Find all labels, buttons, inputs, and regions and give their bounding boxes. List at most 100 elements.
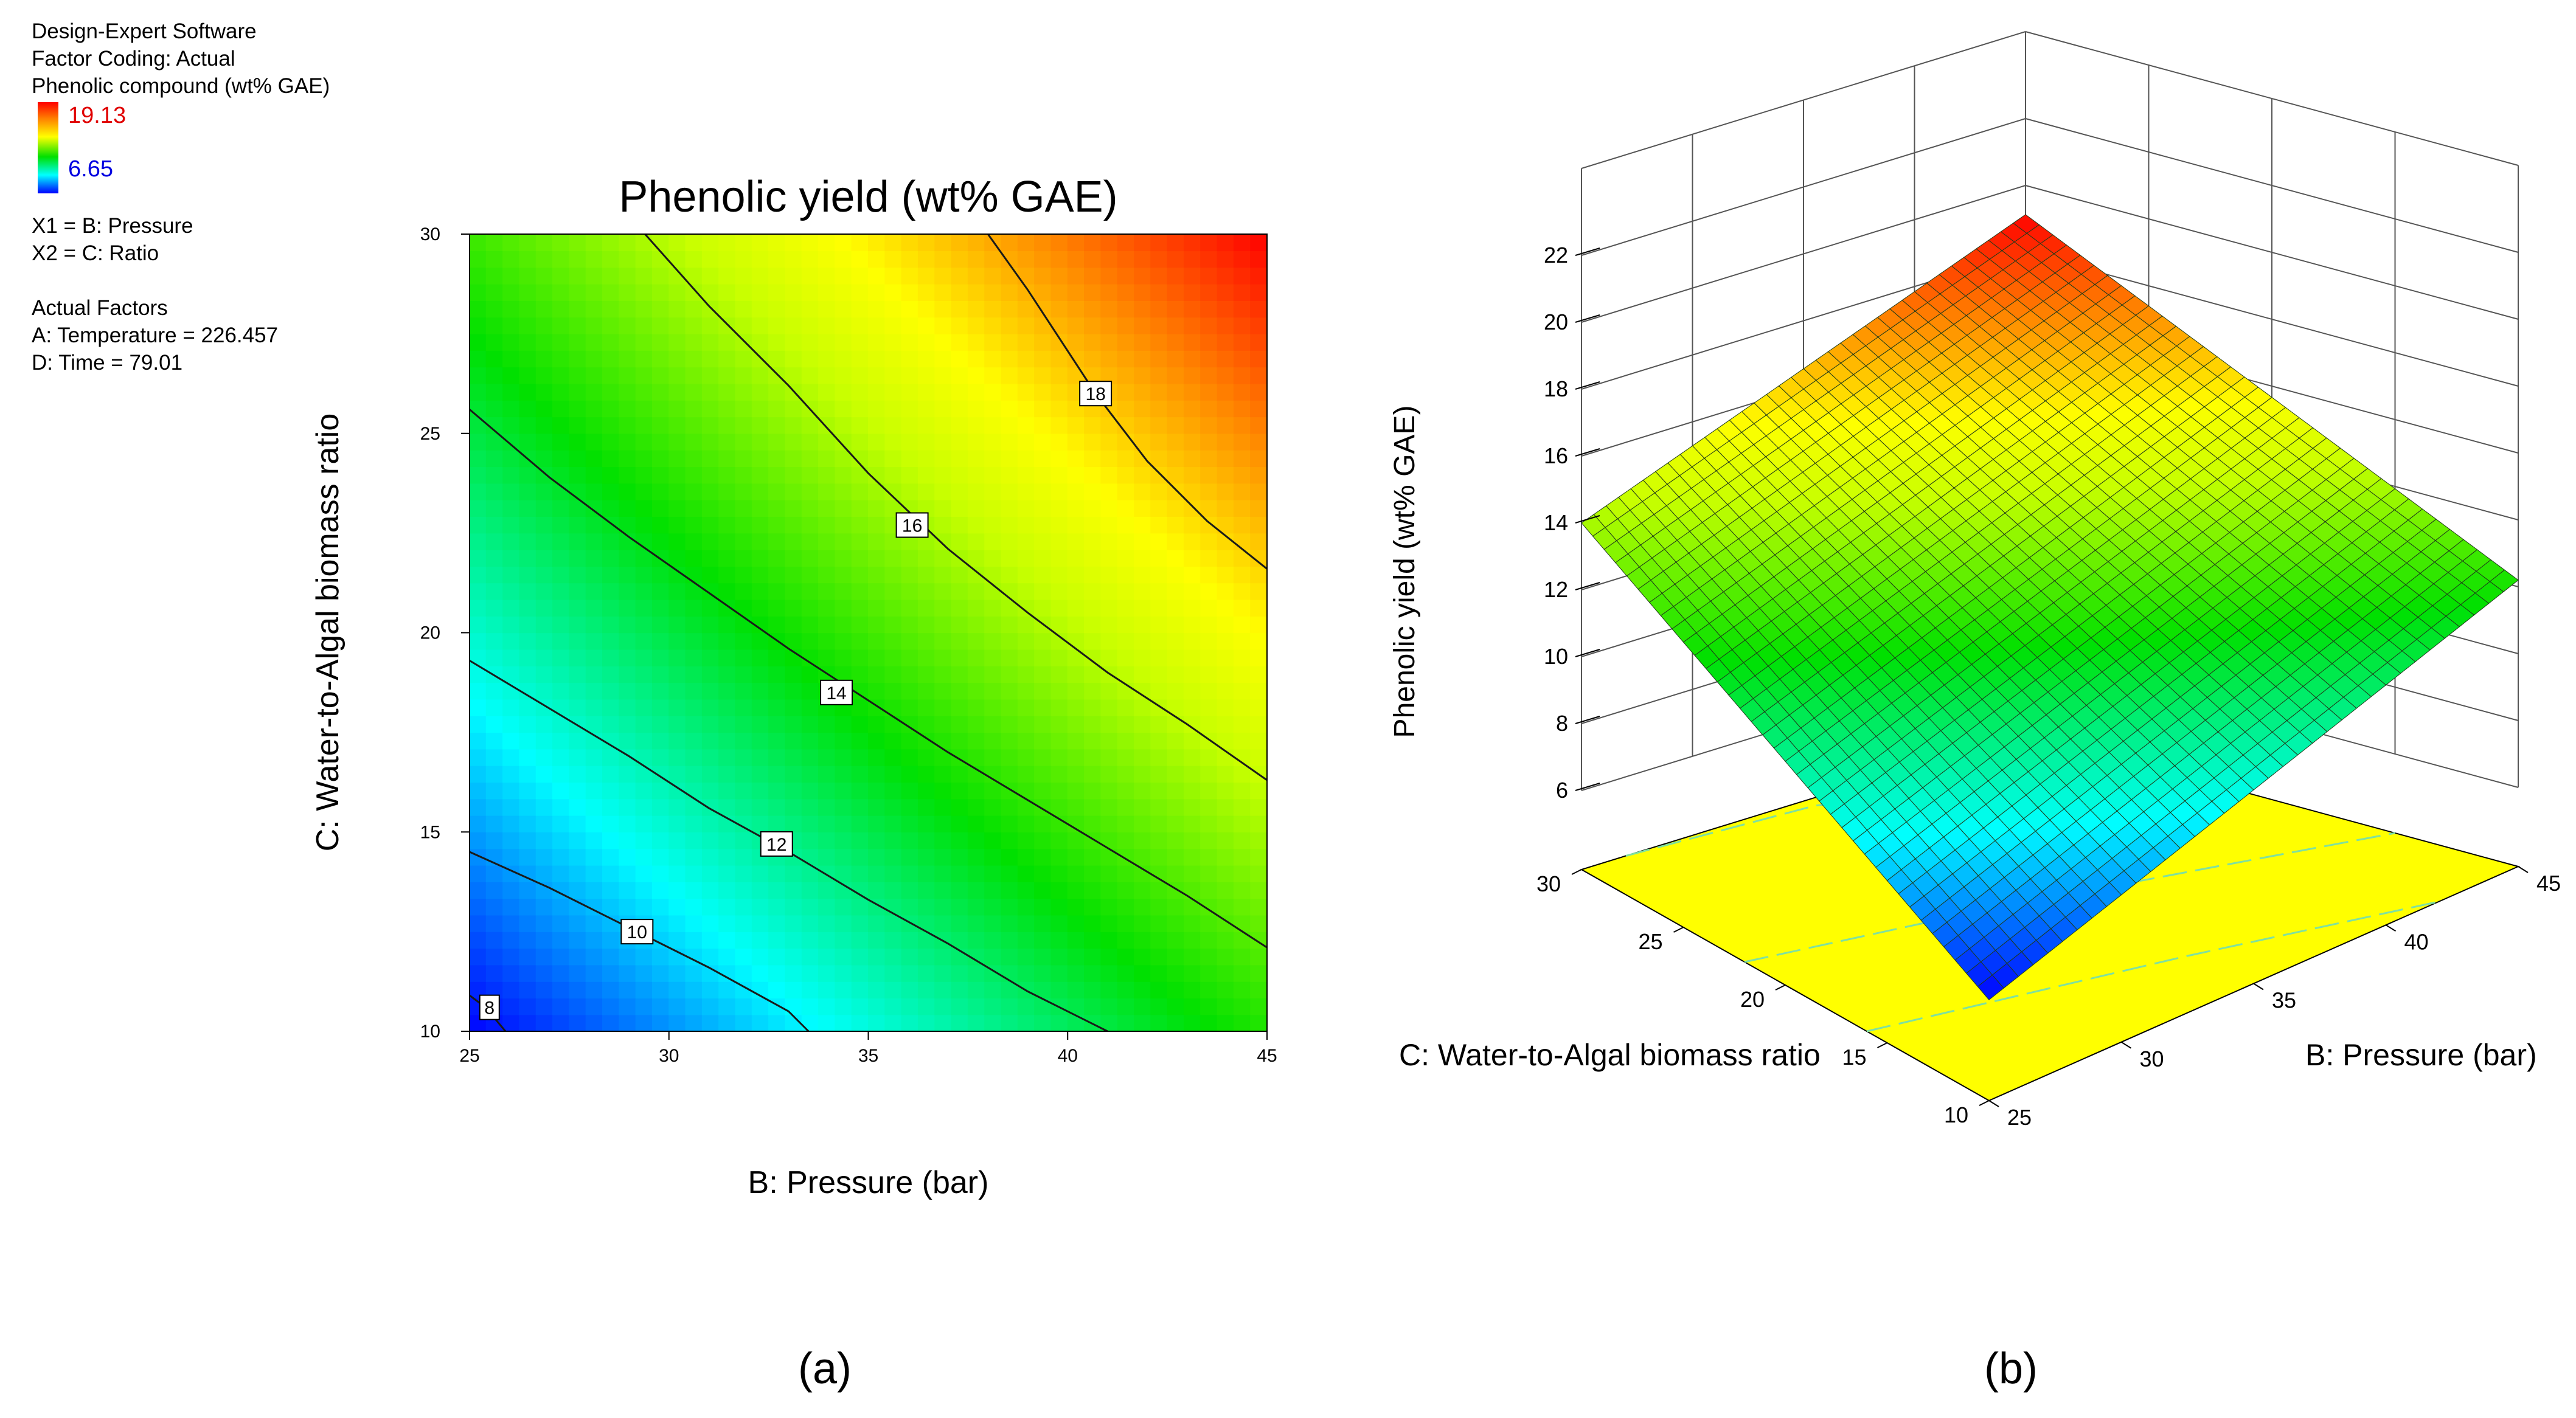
contour-cell [535, 931, 554, 949]
contour-cell [1150, 283, 1168, 301]
contour-cell [1217, 665, 1235, 683]
contour-cell [768, 267, 786, 285]
contour-cell [1084, 947, 1102, 966]
contour-cell [851, 300, 869, 318]
contour-cell [768, 333, 786, 351]
contour-cell [635, 749, 653, 766]
contour-cell [751, 898, 769, 916]
contour-cell [718, 947, 736, 966]
contour-cell [1217, 565, 1235, 584]
contour-cell [1001, 350, 1019, 368]
contour-cell [585, 466, 603, 484]
contour-cell [718, 1014, 736, 1031]
contour-cell [735, 615, 753, 634]
contour-cell [1134, 533, 1151, 550]
contour-cell [901, 333, 919, 351]
contour-cell [868, 632, 886, 650]
contour-cell [718, 765, 736, 783]
contour-cell [917, 715, 936, 733]
contour-cell [668, 499, 686, 517]
contour-cell [1117, 317, 1135, 334]
x2-definition: X2 = C: Ratio [32, 241, 159, 265]
contour-cell [1250, 466, 1267, 484]
contour-cell [868, 815, 886, 832]
contour-cell [1167, 964, 1185, 982]
contour-cell [1134, 383, 1151, 401]
contour-cell [470, 682, 487, 700]
contour-cell [619, 964, 636, 982]
contour-cell [1233, 964, 1251, 982]
contour-cell [1250, 715, 1267, 733]
contour-cell [951, 649, 969, 666]
contour-cell [470, 649, 487, 666]
contour-cell [1134, 981, 1151, 999]
contour-cell [1001, 599, 1019, 617]
contour-cell [619, 699, 636, 716]
contour-cell [1233, 915, 1251, 932]
contour-cell [1100, 565, 1118, 584]
contour-cell [1200, 798, 1218, 816]
contour-cell [1017, 765, 1035, 783]
contour-cell [701, 931, 720, 949]
contour-cell [1250, 283, 1267, 301]
contour-cell [718, 333, 736, 351]
contour-cell [967, 416, 985, 434]
contour-cell [1150, 250, 1168, 268]
contour-cell [552, 649, 570, 666]
contour-cell [1217, 300, 1235, 318]
ratio-tick-label: 25 [1638, 929, 1662, 954]
contour-cell [1001, 483, 1019, 500]
contour-cell [552, 399, 570, 418]
contour-cell [984, 699, 1002, 716]
contour-cell [818, 533, 836, 550]
contour-cell [685, 583, 703, 600]
contour-cell [1134, 300, 1151, 318]
contour-cell [1017, 632, 1035, 650]
contour-cell [934, 499, 952, 517]
contour-cell [1200, 234, 1218, 252]
contour-cell [1017, 831, 1035, 849]
contour-cell [635, 881, 653, 899]
contour-cell [785, 615, 802, 634]
ratio-tick-label: 30 [1536, 871, 1561, 896]
contour-cell [651, 731, 670, 750]
contour-cell [535, 765, 554, 783]
contour-cell [851, 483, 869, 500]
contour-cell [502, 765, 520, 783]
contour-cell [1100, 831, 1118, 849]
contour-cell [619, 765, 636, 783]
contour-cell [1017, 898, 1035, 916]
contour-cell [470, 599, 487, 617]
contour-cell [1084, 267, 1102, 285]
contour-cell [1217, 449, 1235, 468]
contour-cell [984, 433, 1002, 451]
contour-cell [884, 682, 902, 700]
contour-cell [470, 781, 487, 800]
contour-cell [768, 466, 786, 484]
contour-cell [801, 749, 819, 766]
contour-cell [635, 383, 653, 401]
contour-cell [485, 749, 504, 766]
contour-cell [735, 267, 753, 285]
contour-cell [519, 815, 536, 832]
contour-cell [1233, 682, 1251, 700]
contour-cell [934, 781, 952, 800]
contour-cell [851, 615, 869, 634]
contour-cell [735, 781, 753, 800]
contour-cell [585, 665, 603, 683]
contour-cell [818, 466, 836, 484]
contour-cell [818, 250, 836, 268]
contour-cell [1001, 898, 1019, 916]
contour-cell [470, 831, 487, 849]
contour-cell [668, 831, 686, 849]
contour-cell [934, 649, 952, 666]
contour-cell [868, 283, 886, 301]
contour-cell [835, 565, 852, 584]
contour-cell [519, 649, 536, 666]
contour-cell [502, 250, 520, 268]
contour-cell [651, 781, 670, 800]
z-tick-label: 22 [1544, 243, 1568, 268]
contour-cell [801, 549, 819, 567]
contour-cell [1250, 649, 1267, 666]
contour-cell [651, 632, 670, 650]
